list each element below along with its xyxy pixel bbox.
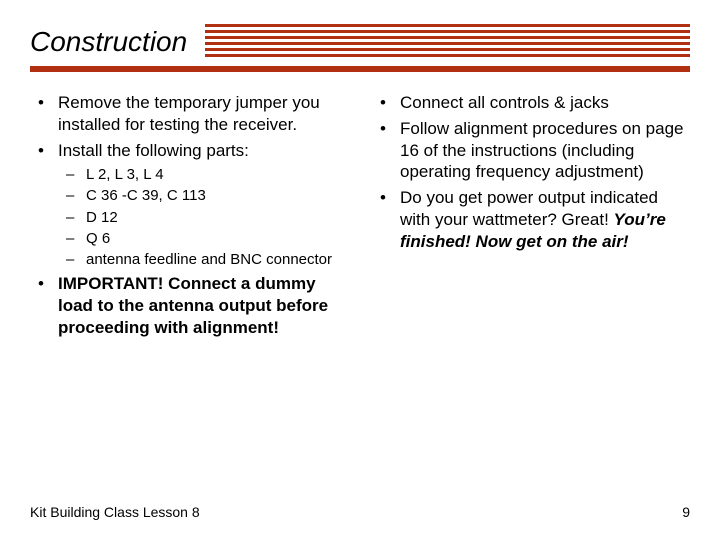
footer-page-number: 9	[682, 504, 690, 520]
sub-bullet-text: Q 6	[86, 230, 110, 247]
list-item: C 36 -C 39, C 113	[58, 186, 348, 205]
list-item: Remove the temporary jumper you installe…	[30, 92, 348, 136]
title-row: Construction	[30, 24, 690, 60]
stripe	[205, 36, 690, 39]
stripe	[205, 48, 690, 51]
stripe	[205, 42, 690, 45]
list-item: Q 6	[58, 229, 348, 248]
list-item: Follow alignment procedures on page 16 o…	[372, 118, 690, 183]
title-underline	[30, 66, 690, 72]
slide: Construction Remove the temporary jumper…	[0, 0, 720, 540]
right-column: Connect all controls & jacks Follow alig…	[372, 92, 690, 342]
list-item: Connect all controls & jacks	[372, 92, 690, 114]
list-item: Install the following parts: L 2, L 3, L…	[30, 140, 348, 270]
stripe	[205, 30, 690, 33]
stripe	[205, 54, 690, 57]
title-stripes	[205, 24, 690, 60]
bullet-text: Install the following parts:	[58, 141, 249, 160]
slide-title: Construction	[30, 26, 187, 58]
footer-left: Kit Building Class Lesson 8	[30, 504, 200, 520]
stripe	[205, 24, 690, 27]
bullet-text: Remove the temporary jumper you installe…	[58, 93, 320, 134]
list-item: IMPORTANT! Connect a dummy load to the a…	[30, 273, 348, 338]
sub-bullet-text: D 12	[86, 209, 118, 226]
bullet-text: Connect all controls & jacks	[400, 93, 609, 112]
list-item: antenna feedline and BNC connector	[58, 250, 348, 269]
sub-bullet-text: antenna feedline and BNC connector	[86, 251, 332, 268]
bullet-text: Follow alignment procedures on page 16 o…	[400, 119, 684, 182]
sub-bullet-text: L 2, L 3, L 4	[86, 166, 164, 183]
sub-bullet-text: C 36 -C 39, C 113	[86, 187, 206, 204]
list-item: Do you get power output indicated with y…	[372, 187, 690, 252]
list-item: L 2, L 3, L 4	[58, 165, 348, 184]
footer: Kit Building Class Lesson 8 9	[30, 504, 690, 520]
content-columns: Remove the temporary jumper you installe…	[30, 92, 690, 342]
bullet-text: IMPORTANT! Connect a dummy load to the a…	[58, 274, 328, 337]
list-item: D 12	[58, 208, 348, 227]
left-column: Remove the temporary jumper you installe…	[30, 92, 348, 342]
